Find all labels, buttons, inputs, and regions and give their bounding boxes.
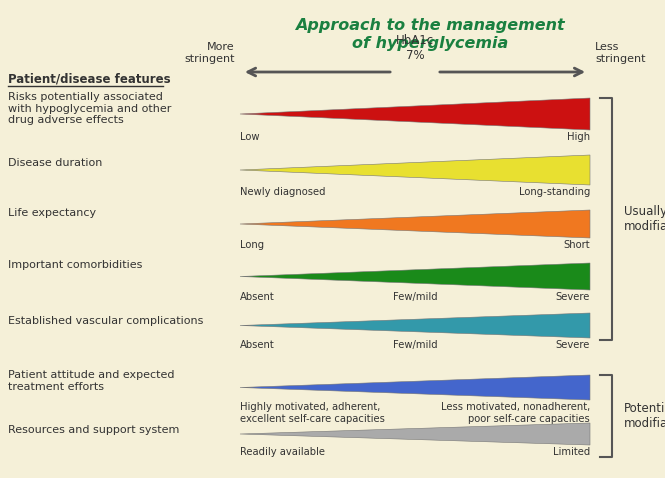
Text: Readily available: Readily available — [240, 447, 325, 457]
Polygon shape — [240, 98, 590, 130]
Text: Approach to the management: Approach to the management — [295, 18, 565, 33]
Text: Disease duration: Disease duration — [8, 158, 102, 168]
Text: Absent: Absent — [240, 292, 275, 302]
Text: Usually not
modifiable: Usually not modifiable — [624, 205, 665, 233]
Text: Absent: Absent — [240, 340, 275, 350]
Text: Patient/disease features: Patient/disease features — [8, 72, 171, 85]
Text: High: High — [567, 132, 590, 142]
Text: Established vascular complications: Established vascular complications — [8, 316, 203, 326]
Polygon shape — [240, 375, 590, 400]
Text: Newly diagnosed: Newly diagnosed — [240, 187, 325, 197]
Polygon shape — [240, 155, 590, 185]
Text: Severe: Severe — [556, 340, 590, 350]
Text: Short: Short — [563, 240, 590, 250]
Polygon shape — [240, 313, 590, 338]
Text: Important comorbidities: Important comorbidities — [8, 260, 142, 270]
Text: of hyperglycemia: of hyperglycemia — [352, 36, 508, 51]
Polygon shape — [240, 210, 590, 238]
Text: Long-standing: Long-standing — [519, 187, 590, 197]
Text: Few/mild: Few/mild — [393, 340, 438, 350]
Text: Life expectancy: Life expectancy — [8, 208, 96, 218]
Polygon shape — [240, 423, 590, 445]
Text: Resources and support system: Resources and support system — [8, 425, 180, 435]
Polygon shape — [240, 263, 590, 290]
Text: Patient attitude and expected
treatment efforts: Patient attitude and expected treatment … — [8, 370, 174, 391]
Text: Less motivated, nonadherent,
poor self-care capacities: Less motivated, nonadherent, poor self-c… — [441, 402, 590, 424]
Text: Low: Low — [240, 132, 259, 142]
Text: More
stringent: More stringent — [184, 43, 235, 64]
Text: Potentially
modifiable: Potentially modifiable — [624, 402, 665, 430]
Text: Risks potentially associated
with hypoglycemia and other
drug adverse effects: Risks potentially associated with hypogl… — [8, 92, 172, 125]
Text: Few/mild: Few/mild — [393, 292, 438, 302]
Text: Highly motivated, adherent,
excellent self-care capacities: Highly motivated, adherent, excellent se… — [240, 402, 385, 424]
Text: Less
stringent: Less stringent — [595, 43, 646, 64]
Text: Limited: Limited — [553, 447, 590, 457]
Text: HbA1c
7%: HbA1c 7% — [396, 34, 434, 62]
Text: Severe: Severe — [556, 292, 590, 302]
Text: Long: Long — [240, 240, 264, 250]
